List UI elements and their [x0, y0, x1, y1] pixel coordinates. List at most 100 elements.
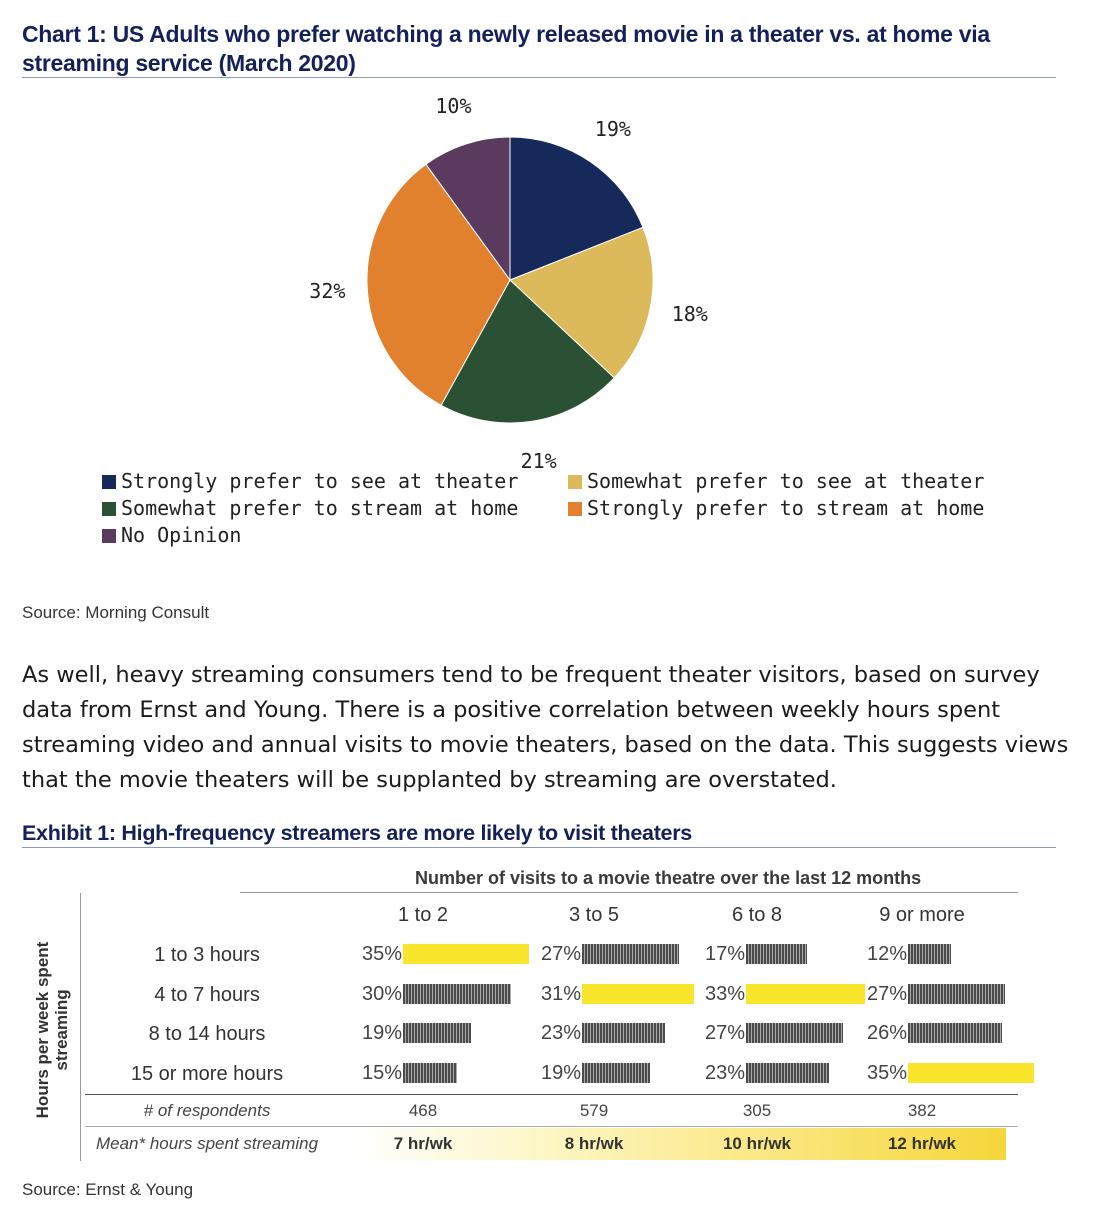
table-rule	[240, 892, 1018, 893]
mean-hours-value: 8 hr/wk	[564, 1134, 624, 1153]
legend-right: Somewhat prefer to see at theater Strong…	[568, 468, 984, 522]
legend-item-somewhat-theater: Somewhat prefer to see at theater	[568, 468, 984, 495]
table-cell: 12%	[867, 943, 952, 965]
respondents-value: 579	[579, 1101, 609, 1120]
pie-slice-label: 10%	[435, 93, 472, 118]
cell-bar	[582, 1063, 651, 1083]
pie-slice-label: 21%	[520, 448, 557, 473]
table-cell: 17%	[705, 942, 808, 965]
cell-value: 35%	[362, 942, 403, 965]
cell-bar	[746, 944, 808, 964]
exhibit1-title: Exhibit 1: High-frequency streamers are …	[22, 821, 692, 845]
table-cell: 27%	[541, 942, 680, 965]
table-cell: 30%	[362, 982, 512, 1005]
legend-label: Strongly prefer to stream at home	[587, 496, 985, 520]
cell-bar	[582, 1023, 665, 1043]
table-cell: 19%	[541, 1061, 651, 1084]
cell-value: 26%	[867, 1021, 908, 1044]
table-row-label: 15 or more hours	[130, 1063, 284, 1085]
cell-bar	[908, 1063, 1035, 1083]
cell-bar	[403, 944, 530, 964]
cell-bar	[908, 1023, 1002, 1043]
pie-slice-label: 18%	[671, 302, 708, 327]
legend-label: Strongly prefer to see at theater	[121, 469, 519, 493]
pie-slice	[509, 226, 654, 379]
table-cell: 33%	[705, 983, 865, 1005]
pie-slice	[366, 163, 511, 406]
cell-bar	[582, 984, 694, 1004]
mean-hours-value: 7 hr/wk	[393, 1134, 453, 1153]
table-row-label: 4 to 7 hours	[154, 984, 260, 1006]
legend-label: Somewhat prefer to see at theater	[587, 469, 985, 493]
table-cell: 19%	[362, 1021, 472, 1044]
table-cell: 23%	[541, 1022, 665, 1044]
table-cell: 35%	[867, 1061, 1035, 1084]
mean-hours-band	[350, 1128, 1006, 1160]
respondents-value: 382	[907, 1101, 937, 1120]
table-cell: 26%	[867, 1022, 1002, 1044]
table-row-axis-title: Hours per week spent streaming	[33, 941, 71, 1119]
pie-chart	[366, 136, 654, 424]
mean-hours-value: 12 hr/wk	[887, 1134, 957, 1153]
table-rule	[85, 1094, 1018, 1095]
legend-label: No Opinion	[121, 523, 242, 547]
table-cell: 31%	[541, 983, 694, 1005]
respondents-value: 305	[742, 1101, 772, 1120]
cell-value: 30%	[362, 982, 403, 1005]
cell-value: 19%	[541, 1061, 582, 1084]
table-column-header: 1 to 2	[397, 904, 449, 926]
exhibit1-title-rule	[22, 847, 1056, 848]
cell-value: 27%	[867, 982, 908, 1005]
legend-label: Somewhat prefer to stream at home	[121, 496, 519, 520]
table-column-header: 6 to 8	[731, 904, 783, 926]
mean-hours-value: 10 hr/wk	[722, 1134, 792, 1153]
legend-item-somewhat-stream: Somewhat prefer to stream at home	[102, 495, 518, 522]
cell-bar	[908, 944, 952, 964]
table-cell: 15%	[362, 1061, 458, 1084]
cell-bar	[403, 1023, 472, 1043]
cell-bar	[746, 984, 865, 1004]
mean-hours-label: Mean* hours spent streaming	[95, 1134, 319, 1153]
cell-bar	[403, 1063, 458, 1083]
legend-left: Strongly prefer to see at theater Somewh…	[102, 468, 518, 549]
table-row-label: 8 to 14 hours	[148, 1023, 266, 1045]
table-column-header: 3 to 5	[568, 904, 620, 926]
table-cell: 35%	[362, 942, 530, 965]
cell-value: 31%	[541, 982, 582, 1005]
pie-slice-label: 32%	[309, 279, 346, 304]
table-rule	[85, 1126, 1018, 1127]
cell-bar	[746, 1063, 829, 1083]
chart1-title-rule	[22, 77, 1056, 78]
respondents-label: # of respondents	[143, 1101, 271, 1120]
table-left-rule	[80, 893, 81, 1161]
cell-value: 19%	[362, 1021, 403, 1044]
table-column-title: Number of visits to a movie theatre over…	[415, 868, 922, 888]
legend-swatch	[102, 501, 116, 516]
legend-swatch	[102, 474, 116, 489]
cell-value: 23%	[541, 1021, 582, 1044]
exhibit1-source: Source: Ernst & Young	[22, 1180, 194, 1199]
cell-bar	[908, 984, 1006, 1004]
legend-swatch	[568, 474, 582, 489]
legend-swatch	[102, 528, 116, 543]
cell-value: 17%	[705, 942, 746, 965]
table-column-header: 9 or more	[879, 904, 965, 926]
cell-value: 35%	[867, 1061, 908, 1084]
pie-slice	[425, 136, 511, 282]
table-row-label: 1 to 3 hours	[154, 944, 260, 966]
cell-value: 15%	[362, 1061, 403, 1084]
pie-slice	[440, 279, 615, 424]
cell-bar	[746, 1023, 844, 1043]
legend-item-no-opinion: No Opinion	[102, 522, 518, 549]
table-cell: 23%	[705, 1062, 829, 1084]
cell-value: 33%	[705, 982, 746, 1005]
cell-value: 27%	[541, 942, 582, 965]
cell-value: 23%	[705, 1061, 746, 1084]
body-paragraph: As well, heavy streaming consumers tend …	[22, 662, 1069, 793]
legend-item-strong-stream: Strongly prefer to stream at home	[568, 495, 984, 522]
table-cell: 27%	[705, 1022, 844, 1044]
table-cell: 27%	[867, 982, 1006, 1005]
chart1-title: Chart 1: US Adults who prefer watching a…	[22, 21, 990, 76]
cell-bar	[582, 944, 680, 964]
legend-item-strong-theater: Strongly prefer to see at theater	[102, 468, 518, 495]
